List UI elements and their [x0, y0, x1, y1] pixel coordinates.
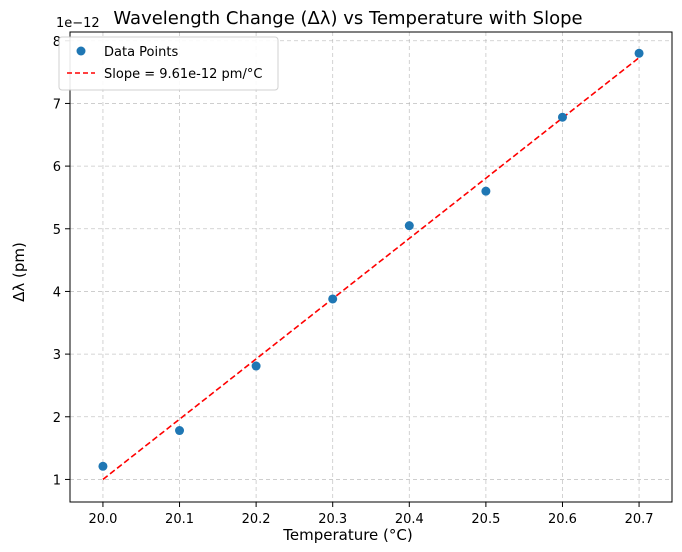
data-point [328, 294, 338, 304]
y-axis-title: Δλ (pm) [10, 242, 28, 302]
data-point [175, 426, 185, 436]
y-tick-label: 3 [53, 348, 61, 363]
chart-title: Wavelength Change (Δλ) vs Temperature wi… [113, 8, 582, 29]
legend-box [58, 36, 279, 91]
legend-label-slope: Slope = 9.61e-12 pm/°C [104, 67, 262, 82]
y-tick-label: 8 [53, 35, 61, 50]
data-point [481, 186, 491, 196]
y-tick-label: 7 [53, 97, 61, 112]
data-point [634, 48, 644, 58]
y-tick-label: 1 [53, 473, 61, 488]
x-tick-label: 20.5 [471, 512, 500, 527]
legend: Data Points Slope = 9.61e-12 pm/°C [58, 36, 279, 91]
x-tick-label: 20.0 [88, 512, 117, 527]
fit-line [102, 57, 640, 481]
x-tick-label: 20.1 [165, 512, 194, 527]
data-point [98, 461, 108, 471]
legend-marker-data-points [76, 46, 86, 56]
data-point [557, 112, 567, 122]
fit-line-layer [102, 57, 640, 481]
data-point [404, 221, 414, 231]
y-tick-label: 5 [53, 223, 61, 238]
data-point [251, 361, 261, 371]
y-tick-label: 4 [53, 285, 61, 300]
x-tick-label: 20.6 [548, 512, 577, 527]
legend-label-data-points: Data Points [104, 45, 178, 60]
x-tick-label: 20.4 [395, 512, 424, 527]
x-tick-label: 20.7 [625, 512, 654, 527]
x-axis: 20.0 20.1 20.2 20.3 20.4 20.5 20.6 20.7 [88, 502, 654, 527]
y-tick-label: 6 [53, 160, 61, 175]
x-tick-label: 20.2 [242, 512, 271, 527]
plot-frame [69, 31, 673, 503]
y-offset-label: 1e−12 [56, 16, 100, 31]
y-tick-label: 2 [53, 411, 61, 426]
y-axis: 1 2 3 4 5 6 7 8 [53, 35, 70, 488]
plot-area [70, 32, 672, 502]
x-tick-label: 20.3 [318, 512, 347, 527]
data-points-layer [98, 48, 644, 471]
x-axis-title: Temperature (°C) [282, 526, 412, 544]
